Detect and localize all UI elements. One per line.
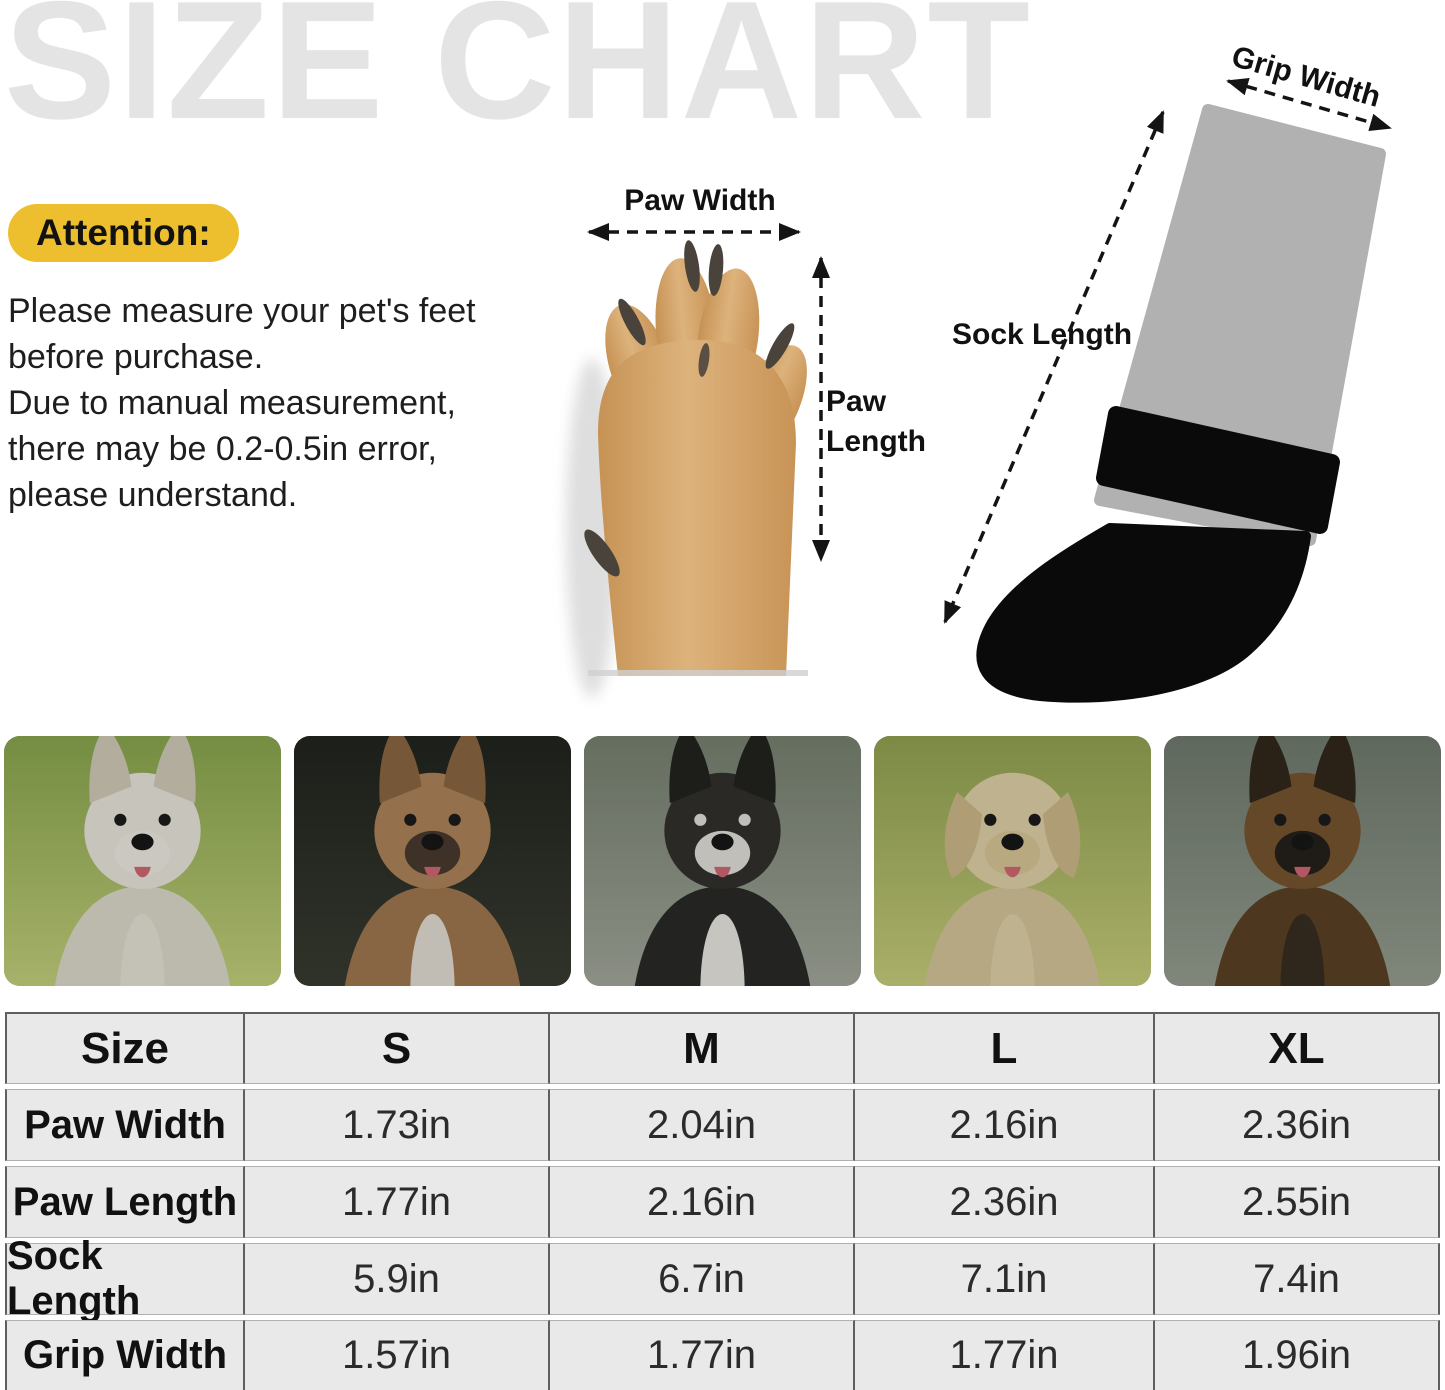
sock-length-s: 5.9in bbox=[245, 1243, 550, 1315]
table-header-xl: XL bbox=[1155, 1012, 1440, 1084]
paw-length-l: 2.36in bbox=[855, 1166, 1155, 1238]
grip-width-m: 1.77in bbox=[550, 1320, 855, 1390]
measure-note: Please measure your pet's feet before pu… bbox=[8, 288, 476, 518]
paw-length-label: Paw Length bbox=[826, 382, 926, 462]
attention-label: Attention: bbox=[36, 212, 211, 253]
dog-photo-border-collie bbox=[584, 736, 861, 986]
paw-length-xl: 2.55in bbox=[1155, 1166, 1440, 1238]
paw-length-arrow-icon bbox=[812, 256, 830, 562]
table-header-s: S bbox=[245, 1012, 550, 1084]
grip-width-xl: 1.96in bbox=[1155, 1320, 1440, 1390]
dog-photo-west-highland-terrier bbox=[4, 736, 281, 986]
paw-length-s: 1.77in bbox=[245, 1166, 550, 1238]
table-header-m: M bbox=[550, 1012, 855, 1084]
grip-width-s: 1.57in bbox=[245, 1320, 550, 1390]
row-label-sock-length: Sock Length bbox=[5, 1234, 245, 1323]
paw-width-arrow-icon bbox=[587, 223, 801, 241]
row-label-paw-width: Paw Width bbox=[5, 1089, 245, 1161]
paw-width-label: Paw Width bbox=[624, 184, 776, 217]
table-header-l: L bbox=[855, 1012, 1155, 1084]
paw-width-s: 1.73in bbox=[245, 1089, 550, 1161]
attention-badge: Attention: bbox=[8, 204, 239, 262]
table-header-size: Size bbox=[5, 1012, 245, 1084]
dog-photo-strip bbox=[4, 736, 1441, 986]
paw-length-label-line1: Paw bbox=[826, 385, 887, 418]
dog-photo-labrador bbox=[874, 736, 1151, 986]
grip-width-arrow-icon bbox=[1226, 77, 1392, 132]
paw-length-m: 2.16in bbox=[550, 1166, 855, 1238]
dog-paw-photo bbox=[566, 240, 808, 698]
note-line: please understand. bbox=[8, 476, 298, 514]
note-line: there may be 0.2-0.5in error, bbox=[8, 430, 438, 468]
note-line: Due to manual measurement, bbox=[8, 384, 456, 422]
dog-photo-french-bulldog bbox=[294, 736, 571, 986]
page-title: SIZE CHART bbox=[4, 0, 1032, 154]
note-line: before purchase. bbox=[8, 338, 264, 376]
sock-length-m: 6.7in bbox=[550, 1243, 855, 1315]
sock-length-xl: 7.4in bbox=[1155, 1243, 1440, 1315]
grip-width-l: 1.77in bbox=[855, 1320, 1155, 1390]
paw-width-m: 2.04in bbox=[550, 1089, 855, 1161]
dewclaw bbox=[584, 529, 620, 577]
sock-length-arrow-icon bbox=[943, 110, 1165, 624]
row-label-paw-length: Paw Length bbox=[5, 1166, 245, 1238]
paw-width-l: 2.16in bbox=[855, 1089, 1155, 1161]
row-label-grip-width: Grip Width bbox=[5, 1320, 245, 1390]
dog-photo-german-shepherd bbox=[1164, 736, 1441, 986]
sock-length-l: 7.1in bbox=[855, 1243, 1155, 1315]
note-line: Please measure your pet's feet bbox=[8, 292, 476, 330]
paw-length-label-line2: Length bbox=[826, 425, 926, 458]
size-table: Size S M L XL Paw Width 1.73in 2.04in 2.… bbox=[5, 1012, 1440, 1390]
paw-width-xl: 2.36in bbox=[1155, 1089, 1440, 1161]
